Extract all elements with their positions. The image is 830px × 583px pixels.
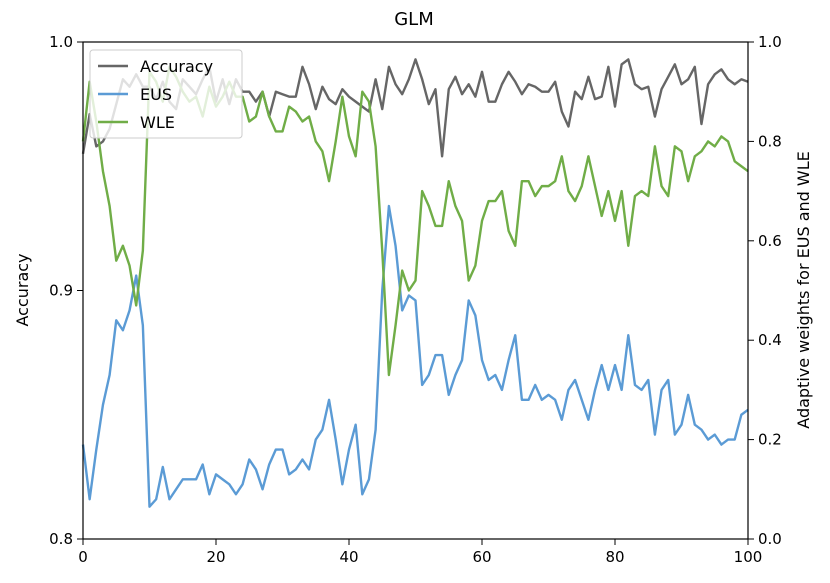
y-right-tick-label: 0.8 xyxy=(758,132,782,150)
y-axis-right: 0.0 0.2 0.4 0.6 0.8 1.0 xyxy=(748,33,782,548)
chart-title: GLM xyxy=(394,9,434,30)
y-axis-left: 0.8 0.9 1.0 xyxy=(49,33,83,548)
y-axis-left-title: Accuracy xyxy=(13,253,32,326)
x-tick-label: 40 xyxy=(339,548,358,566)
y-right-tick-label: 0.2 xyxy=(758,431,782,449)
legend-box xyxy=(89,49,243,139)
y-left-tick-label: 0.8 xyxy=(49,530,73,548)
legend-label-wle: WLE xyxy=(140,113,175,132)
y-left-tick-label: 0.9 xyxy=(49,282,73,300)
x-tick-label: 80 xyxy=(605,548,624,566)
y-axis-right-title: Adaptive weights for EUS and WLE xyxy=(794,151,813,428)
y-right-tick-label: 0.0 xyxy=(758,530,782,548)
series-line-eus xyxy=(81,204,749,508)
x-tick-label: 60 xyxy=(472,548,491,566)
x-tick-label: 20 xyxy=(206,548,225,566)
y-right-tick-label: 0.4 xyxy=(758,331,782,349)
y-left-tick-label: 1.0 xyxy=(49,33,73,51)
x-tick-label: 100 xyxy=(734,548,763,566)
y-right-tick-label: 0.6 xyxy=(758,232,782,250)
legend-label-eus: EUS xyxy=(140,85,172,104)
y-right-tick-label: 1.0 xyxy=(758,33,782,51)
x-tick-label: 0 xyxy=(78,548,88,566)
legend: Accuracy EUS WLE xyxy=(89,49,243,139)
legend-label-accuracy: Accuracy xyxy=(140,57,213,76)
x-axis: 0 20 40 60 80 100 xyxy=(78,539,762,566)
